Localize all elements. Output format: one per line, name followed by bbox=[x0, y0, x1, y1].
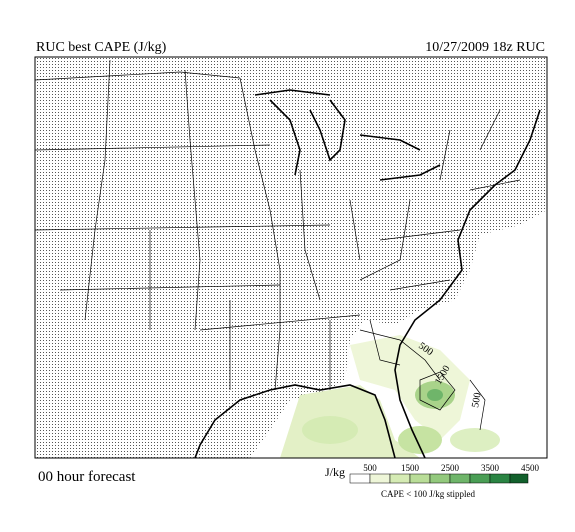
color-box bbox=[409, 473, 431, 484]
legend-tick-label: 3500 bbox=[481, 463, 500, 473]
map-title: RUC best CAPE (J/kg) bbox=[36, 40, 167, 55]
colorbar bbox=[349, 473, 529, 484]
cape-fill bbox=[398, 426, 442, 454]
legend-tick-label: 1500 bbox=[401, 463, 420, 473]
legend-tick-label: 2500 bbox=[441, 463, 460, 473]
cape-fill bbox=[427, 389, 443, 401]
color-box bbox=[369, 473, 391, 484]
color-box bbox=[489, 473, 511, 484]
coastline bbox=[194, 89, 541, 458]
color-box bbox=[349, 473, 371, 484]
legend-tick-label: 500 bbox=[363, 463, 377, 473]
color-box bbox=[449, 473, 471, 484]
color-box bbox=[389, 473, 411, 484]
contours bbox=[359, 329, 486, 431]
map-area: 500 1500 500 bbox=[35, 57, 547, 458]
cape-fill bbox=[350, 335, 470, 440]
cape-fill bbox=[450, 428, 500, 452]
color-box bbox=[509, 473, 529, 484]
legend-note: CAPE < 100 J/kg stippled bbox=[381, 489, 476, 499]
color-box bbox=[469, 473, 491, 484]
cape-fill bbox=[302, 416, 358, 444]
legend-unit: J/kg bbox=[325, 465, 345, 479]
contour-label: 500 bbox=[470, 392, 483, 409]
forecast-hour: 00 hour forecast bbox=[38, 469, 136, 485]
legend-tick-label: 4500 bbox=[521, 463, 540, 473]
color-box bbox=[429, 473, 451, 484]
valid-time: 10/27/2009 18z RUC bbox=[425, 40, 545, 55]
map-frame bbox=[34, 56, 548, 459]
